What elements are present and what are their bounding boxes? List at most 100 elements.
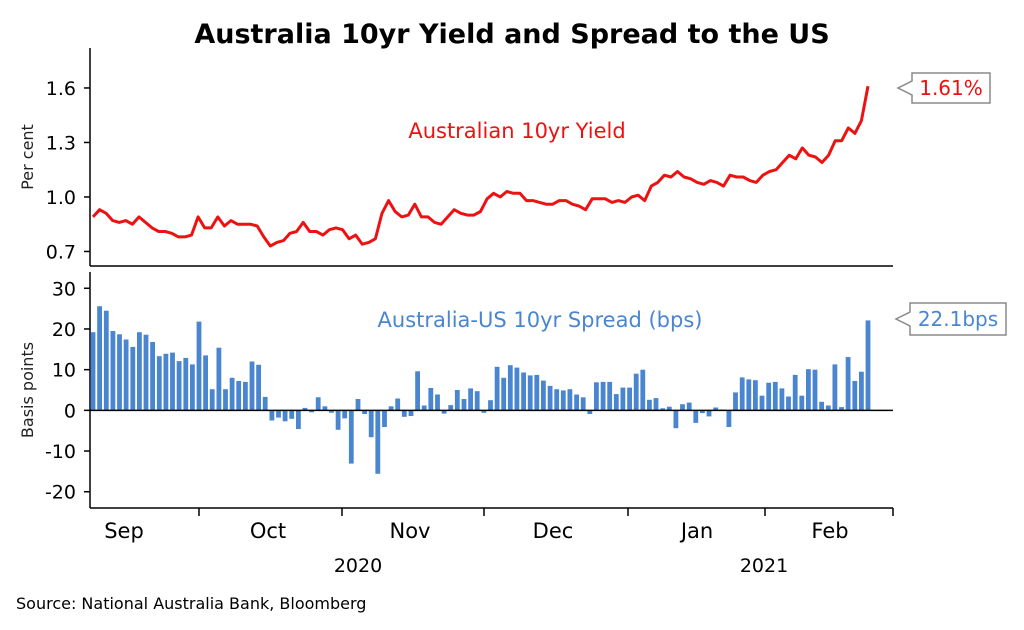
spread-bar <box>839 407 844 411</box>
yield-callout-box <box>896 72 991 104</box>
spread-bar <box>322 406 328 411</box>
spread-bar <box>587 410 593 414</box>
spread-bar <box>395 398 401 411</box>
spread-y-tick-label: 30 <box>52 278 76 300</box>
spread-bar <box>362 410 367 414</box>
yield-panel: 0.7 1.0 1.3 1.6 Per cent Australian 10yr Yi… <box>18 48 991 267</box>
spread-bar <box>574 394 579 411</box>
yield-y-ticks: 0.7 1.0 1.3 1.6 <box>46 78 90 263</box>
spread-bar <box>428 388 434 411</box>
spread-bar <box>560 390 566 411</box>
spread-bar <box>421 405 427 411</box>
spread-y-label: Basis points <box>18 342 37 438</box>
spread-bar <box>786 396 791 411</box>
spread-bar <box>613 394 619 411</box>
spread-bar <box>276 410 281 418</box>
spread-bar <box>441 410 447 414</box>
spread-bar <box>262 396 268 411</box>
yield-series-label: Australian 10yr Yield <box>408 119 625 143</box>
spread-bar <box>302 407 308 411</box>
spread-bar <box>289 410 295 419</box>
spread-bar <box>647 399 652 411</box>
spread-bars <box>90 306 871 474</box>
spread-bar <box>653 398 659 411</box>
spread-bar <box>315 397 321 411</box>
source-note: Source: National Australia Bank, Bloombe… <box>16 594 366 613</box>
spread-bar <box>534 374 540 411</box>
spread-callout: 22.1bps <box>894 302 1007 336</box>
spread-bar <box>282 410 288 422</box>
yield-y-tick-label: 1.3 <box>46 132 76 154</box>
spread-bar <box>541 380 546 411</box>
spread-bar <box>825 405 831 411</box>
spread-bar <box>375 410 381 474</box>
spread-bar <box>627 387 632 411</box>
spread-y-ticks: -20 -10 0 10 20 30 <box>45 278 90 504</box>
spread-y-tick-label: 0 <box>64 400 76 422</box>
spread-series-label: Australia-US 10yr Spread (bps) <box>378 308 703 332</box>
spread-bar <box>567 389 573 411</box>
spread-bar <box>461 399 467 411</box>
spread-bar <box>514 367 520 411</box>
spread-bar <box>342 410 348 419</box>
spread-bar <box>190 364 195 411</box>
yield-y-tick-label: 0.7 <box>46 241 76 263</box>
spread-bar <box>382 410 387 427</box>
spread-bar <box>607 381 613 411</box>
time-axis: Sep Oct Nov Dec Jan Feb 2020 2021 <box>90 507 894 577</box>
spread-bar <box>130 346 136 411</box>
spread-bar <box>103 310 109 411</box>
spread-bar <box>296 410 301 429</box>
spread-bar <box>97 306 102 411</box>
yield-series-line <box>91 85 870 248</box>
spread-bar <box>209 389 215 411</box>
spread-bar <box>547 385 553 411</box>
spread-bar <box>693 410 699 423</box>
spread-bar <box>448 405 454 411</box>
spread-bar <box>170 352 175 411</box>
spread-bar <box>249 361 255 411</box>
yield-y-tick-label: 1.0 <box>46 187 76 209</box>
spread-bar <box>183 357 189 411</box>
spread-y-tick-label: 10 <box>52 360 76 382</box>
spread-bar <box>521 372 526 411</box>
month-label: Jan <box>679 519 713 543</box>
spread-bar <box>196 321 202 411</box>
yield-y-label: Per cent <box>18 124 37 190</box>
spread-bar <box>640 369 646 411</box>
spread-bar <box>527 375 533 411</box>
spread-bar <box>229 377 235 411</box>
spread-bar <box>110 331 116 411</box>
spread-y-tick-label: -10 <box>45 441 76 463</box>
spread-bar <box>806 369 811 411</box>
spread-bar <box>269 410 275 421</box>
spread-bar <box>176 361 182 411</box>
spread-bar <box>203 355 208 411</box>
spread-bar <box>355 399 361 411</box>
spread-bar <box>163 353 169 411</box>
spread-bar <box>673 410 679 429</box>
spread-y-tick-label: -20 <box>45 482 76 504</box>
spread-bar <box>554 389 560 411</box>
spread-bar <box>733 392 738 411</box>
spread-bar <box>90 332 96 411</box>
spread-bar <box>216 347 222 411</box>
spread-bar <box>256 364 261 411</box>
spread-bar <box>799 395 805 411</box>
spread-bar <box>859 371 864 411</box>
spread-bar <box>123 339 129 411</box>
spread-bar <box>700 410 705 414</box>
spread-bar <box>329 410 334 413</box>
spread-bar <box>501 377 507 411</box>
spread-bar <box>680 404 685 411</box>
month-label: Feb <box>811 519 848 543</box>
spread-bar <box>600 381 606 411</box>
spread-bar <box>143 334 149 411</box>
year-label: 2020 <box>334 555 382 577</box>
yield-callout: 1.61% <box>896 72 991 104</box>
spread-callout-value: 22.1bps <box>918 307 998 331</box>
spread-bar <box>454 390 460 411</box>
spread-bar <box>706 410 712 417</box>
spread-bar <box>236 381 242 411</box>
spread-bar <box>845 357 851 411</box>
